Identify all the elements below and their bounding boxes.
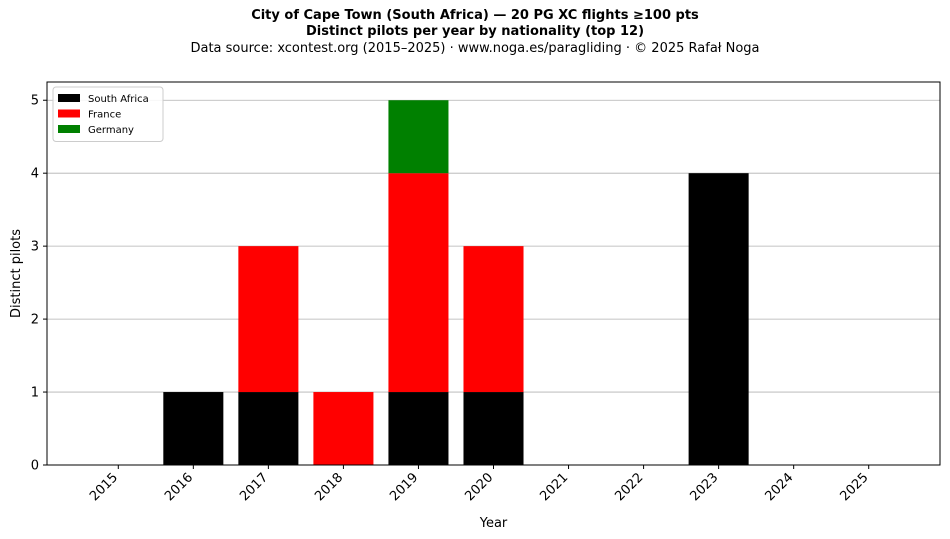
bar-south-africa-2017: [238, 392, 299, 465]
bar-south-africa-2016: [163, 392, 224, 465]
x-tick-label-2022: 2022: [612, 470, 646, 504]
chart-subtitle: Data source: xcontest.org (2015–2025) · …: [190, 41, 760, 56]
y-axis-label: Distinct pilots: [9, 229, 24, 318]
y-axis: 0 1 2 3 4 5: [31, 94, 47, 474]
x-tick-label-2018: 2018: [312, 470, 346, 504]
x-tick-label-2016: 2016: [162, 470, 196, 504]
chart-title: City of Cape Town (South Africa) — 20 PG…: [251, 8, 699, 23]
x-tick-label-2017: 2017: [237, 470, 271, 504]
bar-france-2020: [463, 246, 524, 393]
bar-south-africa-2020: [463, 392, 524, 465]
legend-label-germany: Germany: [88, 125, 134, 136]
bar-france-2018: [313, 392, 374, 465]
x-tick-label-2015: 2015: [87, 470, 121, 504]
legend-swatch-south-africa: [58, 94, 80, 102]
x-axis-label: Year: [479, 516, 508, 531]
x-tick-label-2024: 2024: [762, 470, 796, 504]
x-tick-label-2020: 2020: [462, 470, 496, 504]
legend-label-south-africa: South Africa: [88, 94, 149, 105]
bar-germany-2019: [388, 100, 449, 174]
chart-titles: City of Cape Town (South Africa) — 20 PG…: [0, 8, 950, 57]
bar-france-2017: [238, 246, 299, 393]
legend-label-france: France: [88, 110, 121, 121]
x-tick-label-2021: 2021: [537, 470, 571, 504]
x-tick-label-2023: 2023: [687, 470, 721, 504]
legend-box: [52, 86, 164, 142]
bar-south-africa-2019: [388, 392, 449, 465]
legend: South Africa France Germany: [52, 86, 164, 142]
bar-south-africa-2023: [688, 173, 749, 465]
y-tick-label-1: 1: [31, 386, 39, 401]
y-tick-label-4: 4: [31, 167, 39, 182]
y-tick-label-0: 0: [31, 459, 39, 474]
y-tick-label-5: 5: [31, 94, 39, 109]
legend-swatch-germany: [58, 125, 80, 133]
bars: [163, 100, 749, 465]
x-tick-label-2025: 2025: [838, 470, 872, 504]
legend-swatch-france: [58, 109, 80, 118]
y-tick-label-3: 3: [31, 240, 39, 255]
x-tick-label-2019: 2019: [387, 470, 421, 504]
bar-france-2019: [388, 173, 449, 393]
y-tick-label-2: 2: [31, 313, 39, 328]
x-axis: 2015 2016 2017 2018 2019 2020 2021 2022 2023 2024…: [87, 465, 872, 504]
chart-title-line2: Distinct pilots per year by nationality …: [305, 24, 645, 39]
